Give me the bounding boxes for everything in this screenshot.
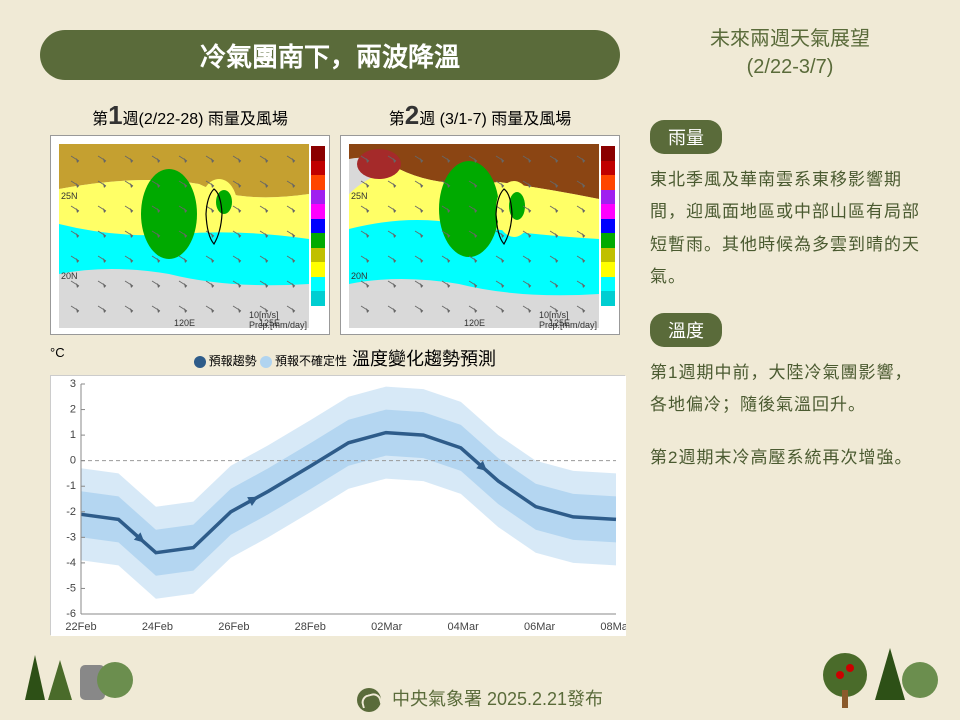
- svg-text:24Feb: 24Feb: [142, 621, 173, 633]
- rain-section-text: 東北季風及華南雲系東移影響期間，迎風面地區或中部山區有局部短暫雨。其他時候為多雲…: [650, 164, 930, 293]
- map-week1-label: 第1週(2/22-28) 雨量及風場: [50, 100, 330, 131]
- temperature-chart-container: °C 預報趨勢 預報不確定性 溫度變化趨勢預測 3 2 1 0 -1 -2 -3 -4 -5 -6…: [50, 345, 625, 635]
- precipitation-maps-row: 第1週(2/22-28) 雨量及風場 120E125E25N20N 10[m/s…: [50, 100, 620, 335]
- map-week2-box: 120E125E25N20N 10[m/s] Prcp.[mm/day]: [340, 135, 620, 335]
- svg-text:08Mar: 08Mar: [600, 621, 626, 633]
- temp-chart-title: 溫度變化趨勢預測: [352, 349, 496, 369]
- svg-text:22Feb: 22Feb: [65, 621, 96, 633]
- svg-text:120E: 120E: [174, 318, 195, 328]
- temp-section-text2: 第2週期末冷高壓系統再次增強。: [650, 442, 930, 474]
- svg-text:25N: 25N: [61, 191, 78, 201]
- temp-legend: 預報趨勢 預報不確定性: [194, 352, 347, 369]
- map-week1-box: 120E125E25N20N 10[m/s] Prcp.[mm/day]: [50, 135, 330, 335]
- map-week1-footer: 10[m/s] Prcp.[mm/day]: [249, 310, 307, 330]
- cwb-logo-icon: [357, 688, 381, 712]
- svg-text:-2: -2: [66, 506, 76, 518]
- map-week1-canvas: 120E125E25N20N: [59, 144, 309, 328]
- svg-text:25N: 25N: [351, 191, 368, 201]
- svg-text:20N: 20N: [61, 271, 78, 281]
- map-week2-label: 第2週 (3/1-7) 雨量及風場: [340, 100, 620, 131]
- trees-decoration-right: [820, 640, 940, 720]
- forecast-summary-panel: 雨量 東北季風及華南雲系東移影響期間，迎風面地區或中部山區有局部短暫雨。其他時候…: [650, 120, 930, 494]
- legend-dot-uncertainty: [260, 356, 272, 368]
- temperature-chart: 3 2 1 0 -1 -2 -3 -4 -5 -622Feb 24Feb 26Feb 28Feb 02Ma…: [50, 375, 625, 635]
- main-title: 冷氣團南下，兩波降溫: [40, 30, 620, 80]
- legend-dot-trend: [194, 356, 206, 368]
- map-week1: 第1週(2/22-28) 雨量及風場 120E125E25N20N 10[m/s…: [50, 100, 330, 335]
- temp-unit: °C: [50, 345, 65, 360]
- temp-section-badge: 溫度: [650, 313, 722, 347]
- svg-text:120E: 120E: [464, 318, 485, 328]
- svg-text:-5: -5: [66, 582, 76, 594]
- svg-text:-4: -4: [66, 557, 76, 569]
- temperature-chart-title-row: °C 預報趨勢 預報不確定性 溫度變化趨勢預測: [50, 345, 625, 371]
- footer: 中央氣象署 2025.2.21發布: [0, 685, 960, 712]
- outlook-title-text: 未來兩週天氣展望: [660, 25, 920, 53]
- svg-text:04Mar: 04Mar: [448, 621, 480, 633]
- svg-text:02Mar: 02Mar: [371, 621, 403, 633]
- svg-text:-1: -1: [66, 480, 76, 492]
- svg-text:3: 3: [70, 378, 76, 390]
- svg-text:2: 2: [70, 404, 76, 416]
- map-week2-footer: 10[m/s] Prcp.[mm/day]: [539, 310, 597, 330]
- svg-text:-3: -3: [66, 531, 76, 543]
- outlook-title: 未來兩週天氣展望 (2/22-3/7): [660, 25, 920, 81]
- map-week2-canvas: 120E125E25N20N: [349, 144, 599, 328]
- svg-text:0: 0: [70, 455, 76, 467]
- colorbar-week2: [601, 146, 615, 306]
- rain-section-badge: 雨量: [650, 120, 722, 154]
- footer-text: 中央氣象署 2025.2.21發布: [392, 689, 603, 709]
- colorbar-week1: [311, 146, 325, 306]
- svg-text:-6: -6: [66, 608, 76, 620]
- svg-text:28Feb: 28Feb: [295, 621, 326, 633]
- svg-text:26Feb: 26Feb: [218, 621, 249, 633]
- trees-decoration-left: [20, 650, 140, 720]
- svg-text:20N: 20N: [351, 271, 368, 281]
- map-week2: 第2週 (3/1-7) 雨量及風場 120E125E25N20N 10[m/s]…: [340, 100, 620, 335]
- svg-text:06Mar: 06Mar: [524, 621, 556, 633]
- svg-text:1: 1: [70, 429, 76, 441]
- outlook-date-range: (2/22-3/7): [660, 53, 920, 81]
- temp-section-text1: 第1週期中前，大陸冷氣團影響，各地偏冷；隨後氣溫回升。: [650, 357, 930, 422]
